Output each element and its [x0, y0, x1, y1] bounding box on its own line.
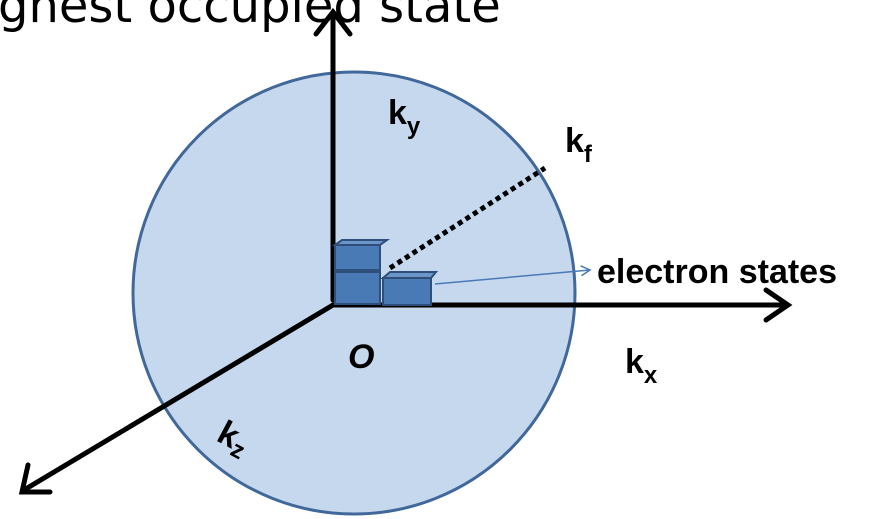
- kf-label: kf: [565, 122, 593, 168]
- kx-label: kx: [625, 343, 658, 389]
- title: ghest occupied state: [0, 0, 501, 34]
- electron-states-label: electron states: [597, 253, 837, 291]
- diagram: ghest occupied state ky kf kx kz O elect…: [0, 0, 874, 519]
- page: ghest occupied state ky kf kx kz O elect…: [0, 0, 874, 519]
- origin-label: O: [348, 338, 374, 376]
